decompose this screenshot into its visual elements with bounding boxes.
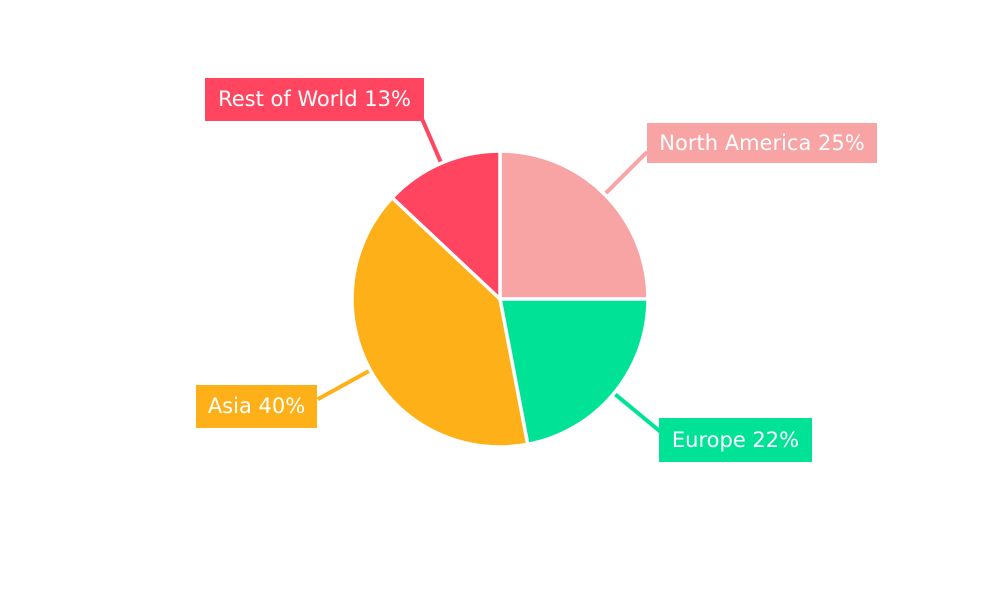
label-europe: Europe 22% (659, 418, 812, 462)
pie-slice-asia[interactable] (350, 195, 530, 449)
label-asia: Asia 40% (196, 385, 317, 428)
leader-line-asia (316, 366, 375, 401)
pie-slices (350, 149, 650, 449)
pie-slice-europe[interactable] (498, 297, 650, 447)
leader-line-north-america (600, 150, 649, 199)
label-north-america: North America 25% (647, 123, 877, 163)
pie-slice-rest-of-world[interactable] (390, 149, 502, 301)
leader-line-europe (609, 389, 662, 434)
pie-slice-north-america[interactable] (498, 149, 650, 301)
label-rest-of-world: Rest of World 13% (205, 78, 424, 121)
